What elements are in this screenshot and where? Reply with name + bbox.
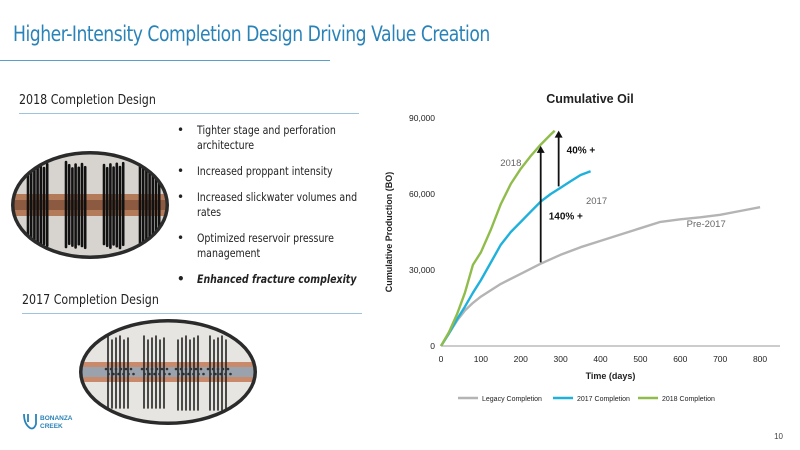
x-tick-label: 100 xyxy=(474,354,488,364)
perforation-dot xyxy=(214,372,217,376)
perforation-dot xyxy=(209,372,212,376)
y-tick-label: 30,000 xyxy=(409,265,435,275)
bullet-item: Tighter stage and perforation architectu… xyxy=(175,123,365,153)
perforation-dot xyxy=(155,367,159,371)
perforation-dot xyxy=(127,372,130,376)
heading-2017-rule xyxy=(22,313,362,314)
annotation-label: 140% + xyxy=(549,211,583,222)
perforation-dot xyxy=(165,367,169,371)
perforation-dot xyxy=(150,367,154,371)
perforation-dot xyxy=(174,367,178,371)
y-tick-label: 60,000 xyxy=(409,189,435,199)
perforation-dot xyxy=(192,372,195,376)
perforation-dot xyxy=(216,367,220,371)
bullet-item: Increased slickwater volumes and rates xyxy=(175,190,365,220)
series-label: Pre-2017 xyxy=(687,219,726,230)
perforation-dot xyxy=(184,367,188,371)
x-tick-label: 200 xyxy=(514,354,528,364)
annotation-arrowhead xyxy=(554,130,563,138)
perforation-dot xyxy=(229,372,232,376)
chart-title: Cumulative Oil xyxy=(546,92,634,106)
series-line-legacy-completion xyxy=(439,206,761,347)
cumulative-oil-chart: Cumulative Oil 0 30,000 60,000 90,000 0 100 2… xyxy=(384,92,780,403)
logo-text-line1: BONANZA xyxy=(40,415,73,422)
perforation-dot xyxy=(158,372,161,376)
series-label: 2018 xyxy=(500,158,521,169)
series-label: 2017 xyxy=(586,196,607,207)
x-tick-label: 300 xyxy=(554,354,568,364)
legend-entry: Legacy Completion xyxy=(482,396,542,403)
logo-text-line2: CREEK xyxy=(40,423,63,430)
perforation-dot xyxy=(219,372,222,376)
perforation-dot xyxy=(197,372,200,376)
perforation-dot xyxy=(179,367,183,371)
bullet-item-emphasized: Enhanced fracture complexity xyxy=(175,272,365,287)
logo-mark-icon xyxy=(23,413,37,430)
x-axis-label: Time (days) xyxy=(586,371,636,381)
series-line-2017-completion xyxy=(439,170,592,347)
x-tick-label: 700 xyxy=(713,354,727,364)
perforation-dot xyxy=(189,367,193,371)
perforation-dot xyxy=(199,367,203,371)
perforation-dot xyxy=(109,367,113,371)
perforation-dot xyxy=(140,367,144,371)
perforation-dot xyxy=(182,372,185,376)
perforation-dot xyxy=(114,367,118,371)
perforation-dot xyxy=(168,372,171,376)
legend-entry: 2017 Completion xyxy=(577,396,630,403)
perforation-dot xyxy=(104,367,108,371)
slide-title: Higher-Intensity Completion Design Drivi… xyxy=(13,22,490,46)
company-logo: BONANZA CREEK xyxy=(22,410,82,439)
perforation-dot xyxy=(194,367,198,371)
heading-2017-design: 2017 Completion Design xyxy=(22,292,159,308)
perforation-dot xyxy=(177,372,180,376)
perforation-dot xyxy=(202,372,205,376)
perforation-dot xyxy=(206,367,210,371)
heading-2018-rule xyxy=(19,113,359,114)
perforation-dot xyxy=(143,372,146,376)
perforation-dot xyxy=(124,367,128,371)
perforation-dot xyxy=(122,372,125,376)
perforation-dot xyxy=(153,372,156,376)
bullet-item: Optimized reservoir pressure management xyxy=(175,231,365,261)
x-tick-label: 600 xyxy=(673,354,687,364)
y-tick-label: 0 xyxy=(430,341,435,351)
page-number: 10 xyxy=(774,432,783,441)
perforation-dot xyxy=(107,372,110,376)
y-tick-label: 90,000 xyxy=(409,113,435,123)
perforation-dot xyxy=(132,372,135,376)
x-tick-label: 0 xyxy=(439,354,444,364)
title-underline xyxy=(0,60,330,61)
perforation-dot xyxy=(117,372,120,376)
x-tick-label: 500 xyxy=(633,354,647,364)
heading-2018-design: 2018 Completion Design xyxy=(19,92,156,108)
annotation-label: 40% + xyxy=(567,145,596,156)
design-2018-bullet-list: Tighter stage and perforation architectu… xyxy=(175,123,365,298)
x-tick-label: 800 xyxy=(753,354,767,364)
completion-2018-image xyxy=(10,150,170,265)
perforation-dot xyxy=(226,367,230,371)
perforation-dot xyxy=(145,367,149,371)
perforation-dot xyxy=(119,367,123,371)
annotation-arrowhead xyxy=(536,145,545,153)
perforation-dot xyxy=(148,372,151,376)
perforation-dot xyxy=(224,372,227,376)
series-line-2018-completion xyxy=(439,129,556,347)
perforation-dot xyxy=(112,372,115,376)
perforation-dot xyxy=(211,367,215,371)
completion-2017-image xyxy=(78,318,258,431)
perforation-dot xyxy=(160,367,164,371)
x-tick-label: 400 xyxy=(593,354,607,364)
perforation-dot xyxy=(163,372,166,376)
y-axis-label: Cumulative Production (BO) xyxy=(384,172,394,293)
perforation-dot xyxy=(221,367,225,371)
bullet-item: Increased proppant intensity xyxy=(175,164,365,179)
perforation-dot xyxy=(187,372,190,376)
legend-entry: 2018 Completion xyxy=(662,396,715,403)
perforation-dot xyxy=(129,367,133,371)
